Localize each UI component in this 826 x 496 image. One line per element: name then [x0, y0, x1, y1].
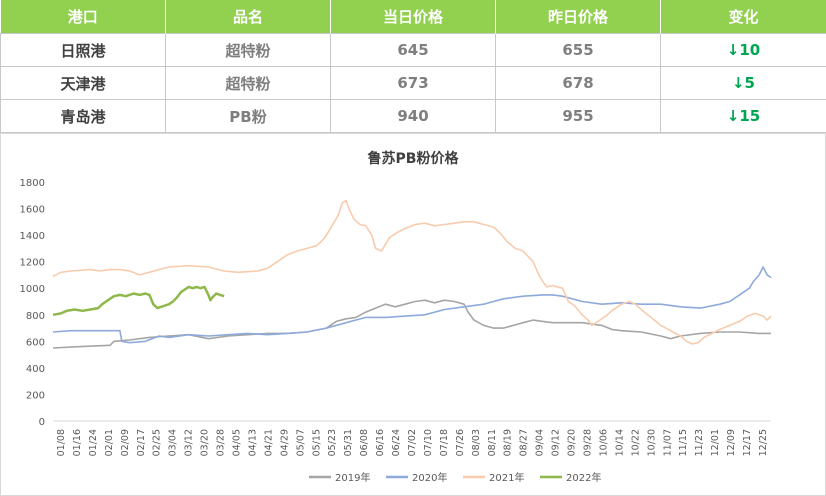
x-tick-label: 05/15: [311, 429, 322, 456]
x-tick-label: 05/23: [327, 429, 338, 456]
series-line-2019年: [52, 299, 771, 349]
y-tick-label: 1200: [20, 258, 45, 269]
yesterday-price-cell: 955: [495, 99, 661, 133]
header-yesterday-price: 昨日价格: [495, 0, 661, 34]
today-price-cell: 673: [330, 66, 496, 100]
x-tick-label: 03/28: [216, 429, 227, 456]
x-tick-label: 07/02: [407, 429, 418, 456]
series-line-2020年: [52, 266, 772, 344]
legend: 2019年 2020年 2021年 2022年: [309, 471, 601, 484]
legend-label: 2021年: [489, 471, 524, 484]
x-tick-label: 02/01: [104, 429, 115, 456]
x-tick-label: 10/22: [630, 429, 641, 456]
y-tick-label: 1000: [20, 284, 45, 295]
x-tick-label: 04/05: [231, 429, 242, 456]
table-header-row: 港口 品名 当日价格 昨日价格 变化: [0, 0, 826, 34]
x-tick-label: 12/25: [758, 429, 769, 456]
y-axis: 0 200 400 600 800 1000 1200 1400 1600 1800: [20, 178, 45, 428]
series-layer: [52, 199, 772, 349]
yesterday-price-cell: 655: [495, 33, 661, 67]
legend-label: 2020年: [412, 471, 447, 484]
x-tick-label: 01/16: [72, 429, 83, 456]
x-tick-label: 02/09: [120, 429, 131, 456]
change-cell: ↓15: [660, 99, 826, 133]
x-tick-label: 02/25: [152, 429, 163, 456]
header-change: 变化: [660, 0, 826, 34]
x-tick-label: 07/18: [439, 429, 450, 456]
price-line-chart: 鲁苏PB粉价格 0 200 400 600 800 1000 1200 1400 1600 180…: [20, 150, 772, 484]
x-tick-label: 04/29: [279, 429, 290, 456]
change-cell: ↓10: [660, 33, 826, 67]
x-axis: 01/08 01/16 01/24 02/01 02/09 02/17 02/25 03/04…: [53, 420, 771, 456]
port-cell: 日照港: [0, 33, 166, 67]
y-tick-label: 200: [26, 390, 45, 401]
chart-title: 鲁苏PB粉价格: [367, 150, 460, 167]
x-tick-label: 02/17: [136, 429, 147, 456]
today-price-cell: 940: [330, 99, 496, 133]
change-cell: ↓5: [660, 66, 826, 100]
legend-label: 2019年: [335, 471, 370, 484]
x-tick-label: 03/04: [168, 429, 179, 456]
x-tick-label: 11/07: [662, 429, 673, 456]
port-cell: 青岛港: [0, 99, 166, 133]
header-today-price: 当日价格: [330, 0, 496, 34]
y-tick-label: 1400: [20, 231, 45, 242]
x-tick-label: 11/15: [678, 429, 689, 456]
y-tick-label: 0: [39, 417, 45, 428]
today-price-cell: 645: [330, 33, 496, 67]
y-tick-label: 800: [26, 311, 45, 322]
header-port: 港口: [0, 0, 166, 34]
x-tick-label: 01/08: [56, 429, 67, 456]
x-tick-label: 12/09: [726, 429, 737, 456]
x-tick-label: 10/06: [598, 429, 609, 456]
product-cell: PB粉: [165, 99, 331, 133]
x-tick-label: 09/12: [551, 429, 562, 456]
x-tick-label: 09/20: [567, 429, 578, 456]
product-cell: 超特粉: [165, 66, 331, 100]
x-tick-label: 08/27: [519, 429, 530, 456]
x-tick-label: 06/08: [359, 429, 370, 456]
series-line-2021年: [52, 199, 772, 345]
x-tick-label: 07/26: [455, 429, 466, 456]
x-tick-label: 03/12: [184, 429, 195, 456]
x-tick-label: 06/16: [375, 429, 386, 456]
table-row: 天津港 超特粉 673 678 ↓5: [0, 66, 826, 100]
x-tick-label: 05/31: [343, 429, 354, 456]
x-tick-label: 01/24: [88, 429, 99, 456]
table-row: 青岛港 PB粉 940 955 ↓15: [0, 99, 826, 133]
y-tick-label: 400: [26, 364, 45, 375]
x-tick-label: 04/13: [247, 429, 258, 456]
yesterday-price-cell: 678: [495, 66, 661, 100]
x-tick-label: 04/21: [263, 429, 274, 456]
table-row: 日照港 超特粉 645 655 ↓10: [0, 33, 826, 67]
series-line-2022年: [52, 285, 225, 317]
x-tick-label: 12/01: [710, 429, 721, 456]
product-cell: 超特粉: [165, 33, 331, 67]
y-tick-label: 600: [26, 337, 45, 348]
x-tick-label: 11/23: [694, 429, 705, 456]
x-tick-label: 06/24: [391, 429, 402, 456]
x-tick-label: 09/04: [535, 429, 546, 456]
y-tick-label: 1600: [20, 205, 45, 216]
x-tick-label: 10/14: [614, 429, 625, 456]
y-tick-label: 1800: [20, 178, 45, 189]
x-tick-label: 08/03: [471, 429, 482, 456]
x-tick-label: 05/07: [295, 429, 306, 456]
legend-label: 2022年: [566, 471, 601, 484]
x-tick-label: 09/28: [583, 429, 594, 456]
x-tick-label: 07/10: [423, 429, 434, 456]
price-table: 港口 品名 当日价格 昨日价格 变化 日照港 超特粉 645 655 ↓10 天…: [0, 0, 826, 133]
x-tick-label: 03/20: [200, 429, 211, 456]
chart-container: 鲁苏PB粉价格 0 200 400 600 800 1000 1200 1400 1600 180…: [0, 133, 826, 496]
x-tick-label: 10/30: [646, 429, 657, 456]
header-product: 品名: [165, 0, 331, 34]
x-tick-label: 08/19: [503, 429, 514, 456]
port-cell: 天津港: [0, 66, 166, 100]
x-tick-label: 12/17: [742, 429, 753, 456]
x-tick-label: 08/11: [487, 429, 498, 456]
